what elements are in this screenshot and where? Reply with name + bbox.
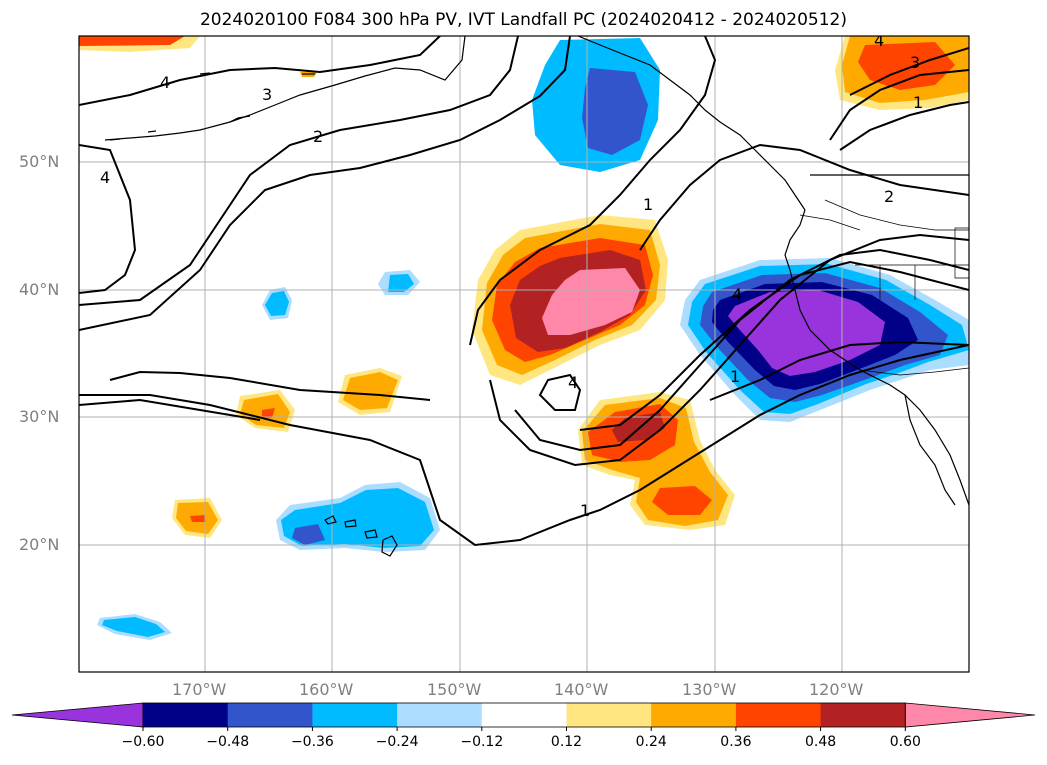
lat-label: 40°N bbox=[19, 280, 60, 299]
contour-label: 4 bbox=[160, 73, 170, 92]
coastlines bbox=[104, 36, 969, 557]
lon-label: 170°W bbox=[172, 680, 227, 699]
contour-label: 1 bbox=[643, 195, 653, 214]
contour-label: 3 bbox=[262, 85, 272, 104]
anomaly-topleft bbox=[79, 36, 200, 52]
lon-label: 140°W bbox=[554, 680, 609, 699]
lat-label: 20°N bbox=[19, 535, 60, 554]
colorbar-segment bbox=[481, 703, 567, 727]
colorbar-segment bbox=[820, 703, 906, 727]
colorbar-tick-label: 0.12 bbox=[550, 734, 583, 750]
colorbar-tick-label: 0.36 bbox=[720, 734, 752, 750]
contour-label: 3 bbox=[910, 53, 920, 72]
lon-label: 160°W bbox=[299, 680, 354, 699]
colorbar-extend-low bbox=[11, 702, 144, 728]
anomaly-gulf-alaska bbox=[532, 38, 660, 172]
colorbar-tick-label: 0.48 bbox=[805, 734, 837, 750]
lon-label: 130°W bbox=[682, 680, 737, 699]
contour-lines bbox=[79, 36, 969, 547]
anomaly-south-positive bbox=[578, 392, 735, 530]
colorbar-tick-label: −0.12 bbox=[460, 734, 504, 750]
colorbar-extend-high bbox=[904, 702, 1036, 728]
colorbar-segment bbox=[397, 703, 483, 727]
colorbar-tick-label: 0.24 bbox=[635, 734, 667, 750]
contour-label: 2 bbox=[313, 127, 323, 146]
contour-label: 2 bbox=[884, 187, 894, 206]
colorbar-tick-label: −0.60 bbox=[121, 734, 165, 750]
contour-label-group: 4 3 2 4 1 4 3 1 2 4 1 1 4 bbox=[100, 31, 923, 520]
contour-label: 1 bbox=[580, 501, 590, 520]
colorbar-tick-label: 0.60 bbox=[889, 734, 921, 750]
map-title: 2024020100 F084 300 hPa PV, IVT Landfall… bbox=[199, 10, 847, 30]
contour-label: 4 bbox=[568, 373, 578, 392]
colorbar-tick-label: −0.24 bbox=[375, 734, 419, 750]
colorbar-segment bbox=[312, 703, 398, 727]
anomaly-central-positive bbox=[472, 215, 668, 385]
colorbar bbox=[11, 702, 1036, 731]
colorbar-segment bbox=[227, 703, 313, 727]
lat-label: 50°N bbox=[19, 152, 60, 171]
colorbar-segment bbox=[651, 703, 737, 727]
contour-label: 1 bbox=[730, 367, 740, 386]
anomaly-hawaii-negative bbox=[276, 482, 440, 552]
map-frame bbox=[78, 35, 970, 673]
gridlines bbox=[79, 36, 969, 672]
lon-label: 120°W bbox=[809, 680, 864, 699]
colorbar-segment bbox=[566, 703, 652, 727]
contour-label: 4 bbox=[100, 168, 110, 187]
colorbar-tick-label: −0.48 bbox=[206, 734, 250, 750]
colorbar-segment bbox=[143, 703, 229, 727]
contour-label: 1 bbox=[913, 93, 923, 112]
colorbar-segment bbox=[735, 703, 822, 727]
lon-label: 150°W bbox=[427, 680, 482, 699]
contour-label: 4 bbox=[732, 285, 742, 304]
map-area: 4 3 2 4 1 4 3 1 2 4 1 1 4 bbox=[79, 31, 969, 672]
anomaly-california-negative bbox=[680, 258, 969, 422]
lat-label: 30°N bbox=[19, 407, 60, 426]
colorbar-tick-label: −0.36 bbox=[290, 734, 334, 750]
contour-label: 4 bbox=[874, 31, 884, 50]
